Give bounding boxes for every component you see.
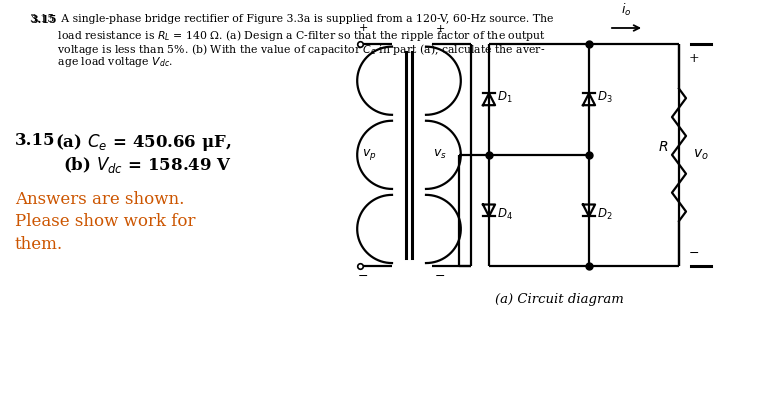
Text: +: + (435, 24, 445, 34)
Text: $i_o$: $i_o$ (621, 2, 632, 18)
Text: $D_4$: $D_4$ (497, 207, 513, 222)
Text: (a) Circuit diagram: (a) Circuit diagram (495, 293, 623, 307)
Text: (a) $C_e$ = 450.66 μF,: (a) $C_e$ = 450.66 μF, (55, 132, 231, 153)
Text: +: + (358, 23, 368, 33)
Text: $R$: $R$ (658, 140, 668, 154)
Text: +: + (689, 51, 699, 65)
Text: $v_o$: $v_o$ (693, 148, 709, 162)
Text: load resistance is $R_L$ = 140 Ω. (a) Design a C-filter so that the ripple facto: load resistance is $R_L$ = 140 Ω. (a) De… (30, 28, 546, 43)
Text: $v_p$: $v_p$ (361, 148, 376, 162)
Text: Please show work for: Please show work for (15, 213, 195, 230)
Text: −: − (358, 270, 368, 283)
Text: $D_3$: $D_3$ (597, 90, 612, 105)
Text: $D_2$: $D_2$ (597, 207, 612, 222)
Text: 3.15: 3.15 (30, 14, 56, 25)
Text: age load voltage $V_{dc}$.: age load voltage $V_{dc}$. (30, 55, 173, 69)
Text: Answers are shown.: Answers are shown. (15, 191, 184, 208)
Text: 3.15  A single-phase bridge rectifier of Figure 3.3a is supplied from a 120-V, 6: 3.15 A single-phase bridge rectifier of … (30, 14, 554, 24)
Text: 3.15: 3.15 (15, 132, 56, 149)
Text: $D_1$: $D_1$ (497, 90, 512, 105)
Text: −: − (689, 247, 699, 260)
Text: (b) $V_{dc}$ = 158.49 V: (b) $V_{dc}$ = 158.49 V (63, 155, 232, 175)
Text: voltage is less than 5%. (b) With the value of capacitor $C_e$ in part (a), calc: voltage is less than 5%. (b) With the va… (30, 42, 546, 57)
Text: −: − (435, 270, 445, 283)
Text: $v_s$: $v_s$ (433, 148, 447, 162)
Text: them.: them. (15, 236, 64, 253)
